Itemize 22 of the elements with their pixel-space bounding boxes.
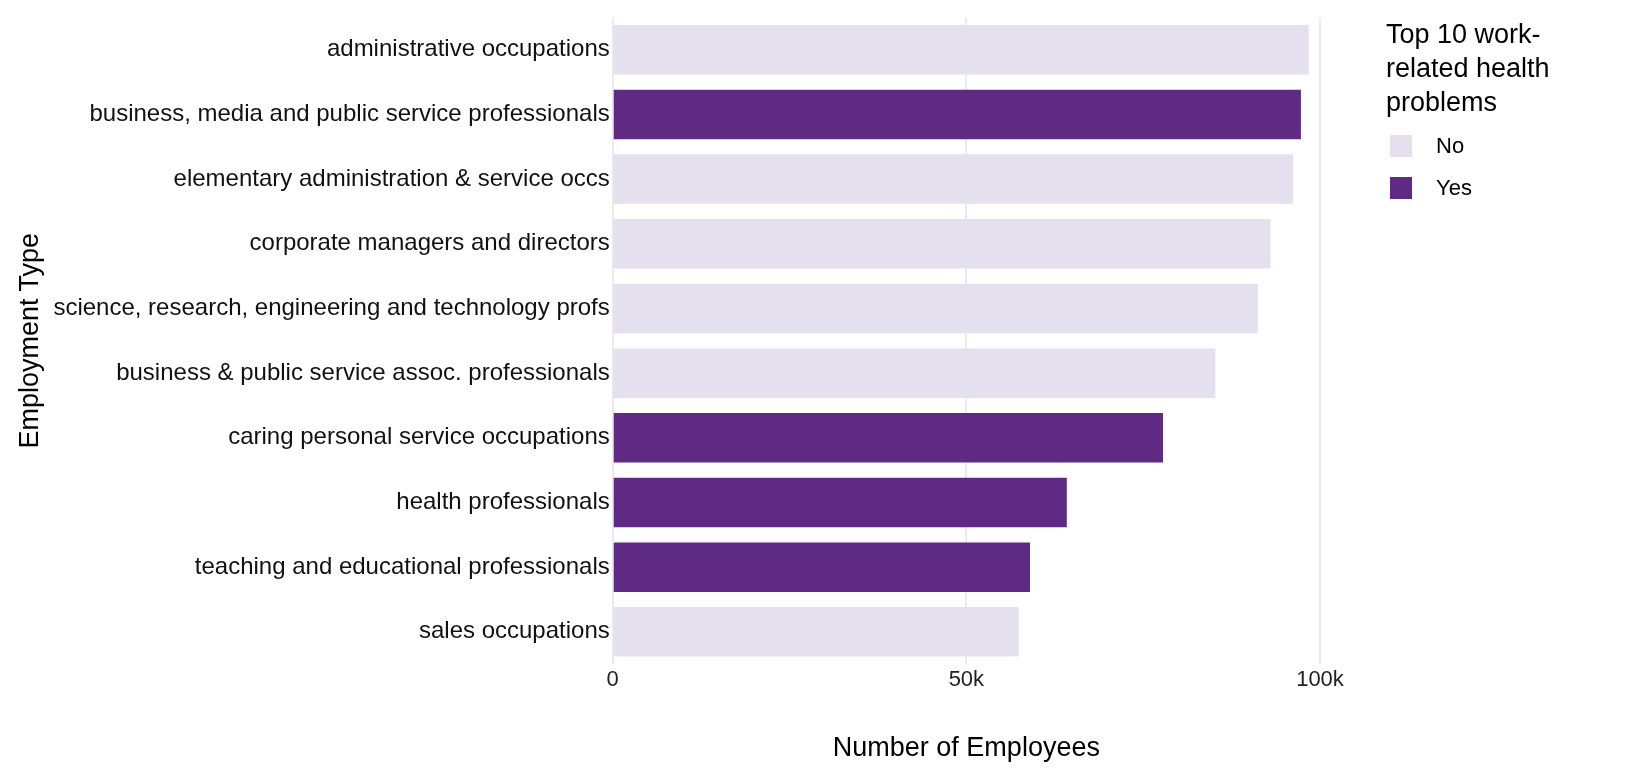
- y-tick-label: health professionals: [396, 487, 610, 515]
- y-tick-label: teaching and educational professionals: [194, 551, 610, 579]
- y-axis-title: Employment Type: [13, 233, 44, 449]
- y-tick-label: business & public service assoc. professionals: [116, 357, 610, 385]
- y-tick-label: administrative occupations: [326, 34, 610, 62]
- y-tick-label: business, media and public service professionals: [89, 99, 610, 127]
- y-tick-label: sales occupations: [418, 616, 610, 644]
- legend-label: Yes: [1436, 175, 1472, 202]
- y-tick-label: caring personal service occupations: [228, 422, 610, 450]
- legend-title: Top 10 work-related health problems: [1386, 18, 1551, 119]
- bar: [613, 413, 1163, 463]
- bar: [613, 89, 1301, 140]
- legend-label: No: [1436, 133, 1465, 160]
- y-tick-label: elementary administration & service occs: [173, 163, 610, 191]
- y-tick-label: corporate managers and directors: [249, 228, 610, 256]
- x-tick-label: 0: [606, 666, 619, 692]
- bar: [613, 477, 1067, 528]
- bar: [613, 542, 1031, 592]
- x-axis-title: Number of Employees: [832, 732, 1100, 763]
- x-tick-label: 100k: [1296, 666, 1345, 692]
- x-tick-label: 50k: [948, 666, 986, 692]
- y-tick-label: science, research, engineering and technology profs: [53, 293, 610, 321]
